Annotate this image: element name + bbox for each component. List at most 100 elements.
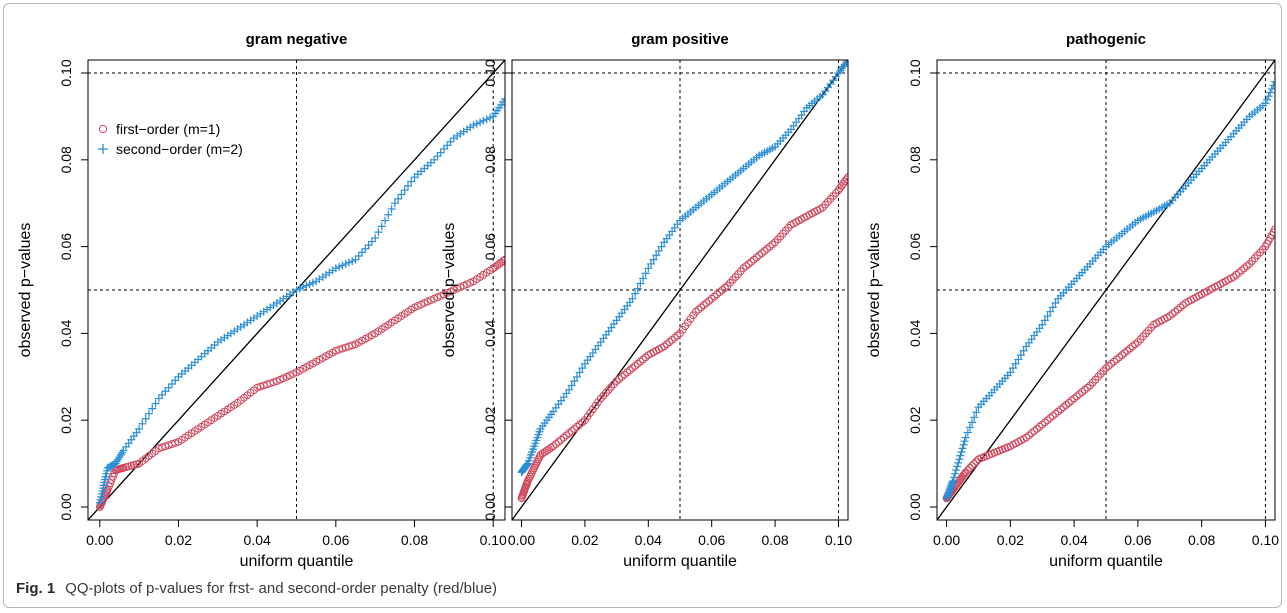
data-point: [747, 257, 756, 266]
data-point: [1075, 390, 1084, 399]
figure-caption: Fig. 1 QQ-plots of p-values for frst- and…: [16, 580, 497, 597]
figure-frame: [3, 3, 1282, 608]
data-point: [1168, 309, 1177, 318]
x-tick-label: 0.06: [1124, 532, 1151, 548]
data-point: [331, 264, 340, 273]
data-point: [1267, 84, 1275, 93]
x-tick-label: 0.00: [86, 532, 113, 548]
data-point: [1046, 414, 1055, 422]
data-point: [570, 424, 579, 433]
data-point: [1048, 411, 1057, 420]
data-point: [443, 141, 452, 150]
data-point: [1011, 359, 1020, 368]
data-point: [394, 194, 403, 203]
data-point: [628, 294, 637, 303]
data-point: [335, 262, 344, 271]
data-point: [554, 437, 563, 446]
data-point: [617, 372, 626, 381]
data-point: [400, 186, 409, 195]
x-tick-label: 0.04: [1060, 532, 1087, 548]
data-point: [138, 419, 147, 428]
data-point: [670, 333, 679, 342]
data-point: [639, 355, 647, 364]
data-point: [970, 459, 979, 468]
data-point: [299, 283, 308, 292]
data-point: [407, 177, 416, 186]
data-point: [573, 422, 581, 431]
data-point: [141, 414, 150, 423]
y-tick-label: 0.10: [482, 59, 498, 86]
data-point: [1126, 344, 1134, 353]
data-point: [631, 362, 639, 370]
x-tick-label: 0.08: [761, 532, 788, 548]
data-point: [960, 437, 969, 446]
data-point: [625, 366, 634, 375]
data-point: [501, 255, 505, 264]
data-point: [968, 461, 976, 470]
data-point: [1261, 99, 1270, 108]
data-point: [697, 303, 706, 312]
data-point: [970, 413, 979, 422]
x-axis-label: uniform quantile: [623, 553, 737, 570]
y-tick-label: 0.04: [907, 320, 923, 347]
data-point: [1038, 420, 1047, 429]
data-point: [1131, 340, 1140, 349]
data-point: [1179, 301, 1187, 310]
chart-title: pathogenic: [1066, 31, 1146, 48]
data-point: [338, 261, 347, 270]
x-tick-label: 0.10: [1252, 532, 1279, 548]
data-point: [652, 251, 661, 260]
data-point: [660, 342, 669, 351]
data-point: [1033, 424, 1041, 433]
data-point: [842, 60, 848, 67]
y-axis-label: observed p−values: [866, 223, 883, 358]
y-tick-label: 0.10: [907, 59, 923, 86]
y-tick-label: 0.08: [58, 146, 74, 173]
data-point: [135, 424, 144, 433]
data-point: [1242, 262, 1251, 271]
data-point: [763, 244, 772, 253]
x-tick-label: 0.02: [997, 532, 1024, 548]
data-point: [948, 476, 957, 485]
identity-line: [937, 60, 1275, 520]
data-point: [1051, 409, 1060, 418]
data-point: [308, 278, 317, 287]
data-point: [665, 338, 674, 346]
data-point: [1064, 398, 1073, 407]
data-point: [171, 376, 180, 385]
data-point: [958, 444, 967, 453]
data-point: [1046, 307, 1055, 316]
data-point: [565, 429, 573, 438]
data-point: [472, 119, 481, 128]
data-point: [499, 257, 505, 265]
data-point: [1048, 303, 1057, 312]
data-point: [1271, 77, 1275, 86]
x-axis-label: uniform quantile: [240, 553, 354, 570]
data-point: [1102, 364, 1110, 373]
data-point: [154, 394, 163, 403]
x-tick-label: 0.00: [933, 532, 960, 548]
data-point: [403, 181, 412, 190]
x-tick-label: 0.00: [508, 532, 535, 548]
plot-area-border: [936, 59, 1276, 521]
data-point: [479, 116, 488, 125]
data-point: [1263, 95, 1272, 104]
series-first-order: [942, 225, 1275, 503]
data-point: [950, 473, 959, 482]
data-point: [469, 121, 478, 130]
data-point: [148, 404, 157, 413]
data-point: [1027, 429, 1036, 438]
data-point: [292, 286, 301, 294]
data-point: [953, 462, 962, 471]
data-point: [358, 248, 367, 257]
data-point: [1234, 268, 1243, 277]
data-point: [446, 137, 455, 146]
data-point: [1022, 433, 1031, 442]
data-point: [644, 264, 653, 273]
y-tick-label: 0.02: [58, 406, 74, 433]
data-point: [705, 296, 713, 305]
data-point: [842, 175, 848, 184]
data-point: [377, 222, 386, 231]
data-point: [562, 431, 571, 440]
data-point: [641, 269, 650, 278]
